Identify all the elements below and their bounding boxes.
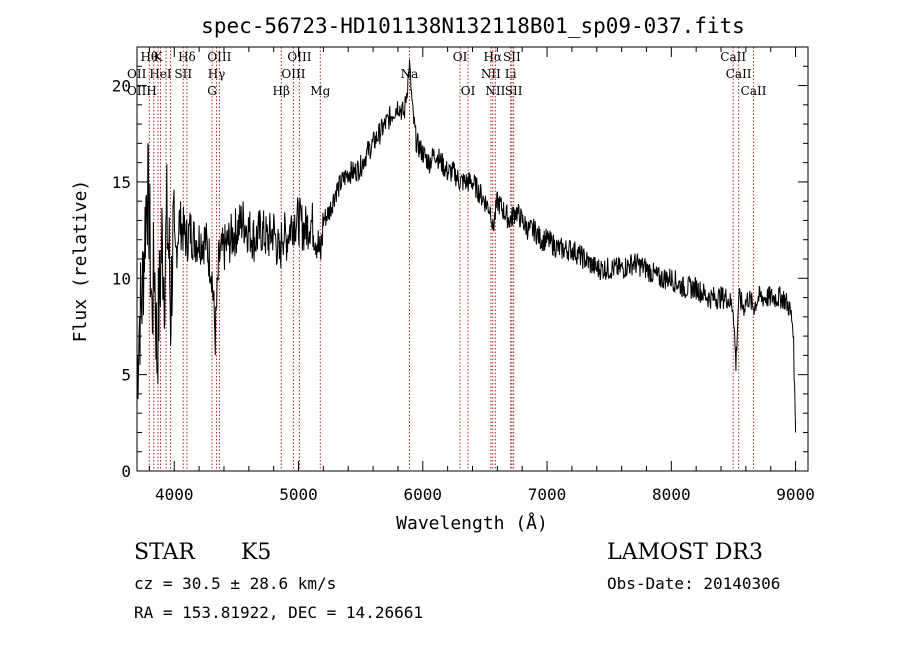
chart-title: spec-56723-HD101138N132118B01_sp09-037.f… bbox=[201, 14, 745, 38]
emission-line-markers bbox=[148, 47, 755, 471]
line-marker-label: Hδ bbox=[178, 50, 196, 64]
line-marker-label: SII bbox=[505, 84, 523, 98]
object-class: STAR bbox=[134, 540, 195, 565]
line-marker-label: HeI bbox=[149, 67, 172, 81]
survey-name: LAMOST DR3 bbox=[607, 540, 763, 565]
y-tick-label: 5 bbox=[121, 366, 131, 385]
redshift-value: cz = 30.5 ± 28.6 km/s bbox=[134, 574, 337, 593]
line-marker-label: G bbox=[207, 84, 217, 98]
x-tick-label: 7000 bbox=[528, 485, 567, 504]
line-marker-label: OIII bbox=[287, 50, 311, 64]
y-axis-label: Flux (relative) bbox=[70, 180, 91, 343]
x-tick-label: 8000 bbox=[652, 485, 691, 504]
observation-date: Obs-Date: 20140306 bbox=[607, 574, 781, 593]
line-marker-label: Li bbox=[505, 67, 517, 81]
line-marker-label: CaII bbox=[741, 84, 767, 98]
line-marker-label: OI bbox=[453, 50, 468, 64]
line-marker-label: Hα bbox=[483, 50, 502, 64]
line-marker-label: Mg bbox=[310, 84, 330, 98]
line-marker-label: NII bbox=[481, 67, 501, 81]
line-marker-label: OIII bbox=[281, 67, 305, 81]
line-marker-label: K bbox=[154, 50, 164, 64]
y-tick-label: 0 bbox=[121, 462, 131, 481]
y-tick-label: 20 bbox=[112, 77, 131, 96]
line-marker-label: OI bbox=[461, 84, 476, 98]
x-tick-label: 6000 bbox=[404, 485, 443, 504]
line-marker-label: SII bbox=[503, 50, 521, 64]
y-axis-ticks: 0 5 10 15 20 bbox=[112, 46, 808, 481]
line-marker-label: CaII bbox=[726, 67, 752, 81]
line-marker-label: SII bbox=[174, 67, 192, 81]
line-marker-label: Hθ bbox=[140, 50, 158, 64]
y-tick-label: 10 bbox=[112, 269, 131, 288]
line-marker-label: CaII bbox=[720, 50, 746, 64]
left-edge-label: OIIH bbox=[127, 84, 157, 98]
coordinates: RA = 153.81922, DEC = 14.26661 bbox=[134, 603, 423, 622]
line-marker-label: Hβ bbox=[273, 84, 290, 98]
x-tick-label: 9000 bbox=[776, 485, 815, 504]
spectrum-line bbox=[136, 59, 797, 433]
x-tick-label: 5000 bbox=[279, 485, 318, 504]
line-marker-label: OIII bbox=[207, 50, 231, 64]
line-marker-label: Hγ bbox=[208, 67, 226, 81]
plot-frame bbox=[136, 46, 809, 472]
x-axis-label: Wavelength (Å) bbox=[396, 512, 548, 534]
y-tick-label: 15 bbox=[112, 173, 131, 192]
line-marker-label: NII bbox=[485, 84, 505, 98]
x-axis-ticks: 4000 5000 6000 7000 8000 9000 bbox=[148, 47, 815, 504]
object-subclass: K5 bbox=[241, 540, 272, 565]
x-tick-label: 4000 bbox=[155, 485, 194, 504]
